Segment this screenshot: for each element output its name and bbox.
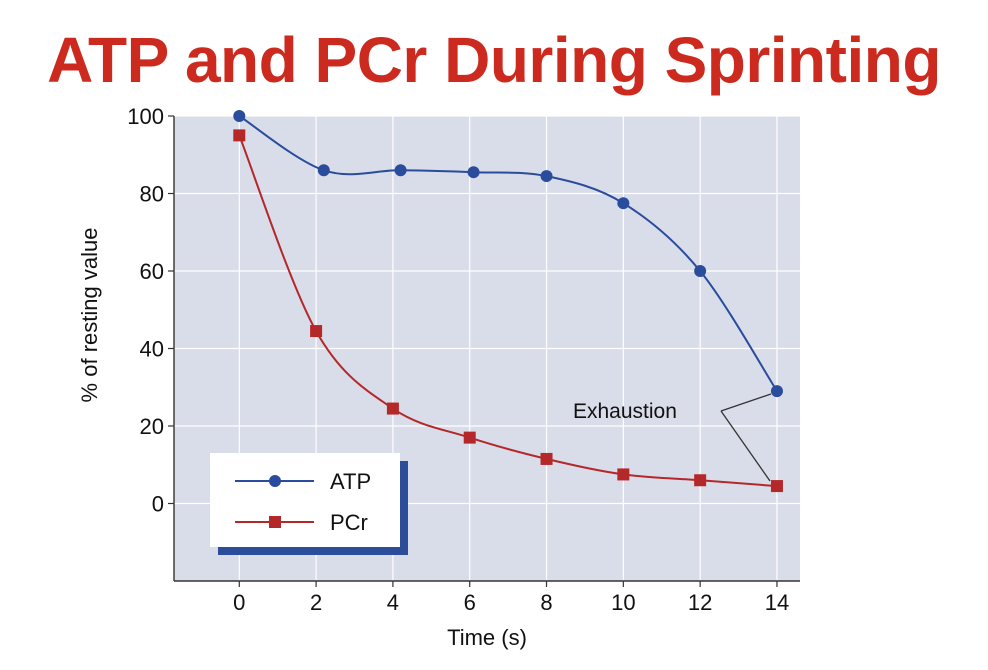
pcr-data-point — [770, 480, 783, 493]
y-tick-label: 80 — [140, 182, 164, 207]
y-tick-label: 60 — [140, 259, 164, 284]
x-axis-label: Time (s) — [447, 625, 527, 650]
x-tick-label: 2 — [310, 590, 322, 615]
y-tick-label: 20 — [140, 414, 164, 439]
atp-data-point — [617, 197, 630, 210]
x-tick-label: 6 — [464, 590, 476, 615]
exhaustion-pointer-pcr — [720, 410, 771, 482]
pcr-data-point — [386, 402, 399, 415]
x-tick-label: 8 — [540, 590, 552, 615]
exhaustion-annotation: Exhaustion — [573, 393, 772, 482]
page-title: ATP and PCr During Sprinting — [47, 24, 941, 96]
legend-atp-label: ATP — [330, 469, 371, 494]
pcr-data-point — [694, 474, 707, 487]
legend-pcr-label: PCr — [330, 510, 368, 535]
x-tick-label: 4 — [387, 590, 399, 615]
atp-data-point — [233, 110, 246, 122]
x-tick-label: 14 — [765, 590, 789, 615]
atp-data-point — [540, 170, 553, 183]
pcr-data-point — [463, 431, 476, 444]
y-tick-label: 40 — [140, 337, 164, 362]
x-tick-label: 10 — [611, 590, 635, 615]
x-tick-label: 12 — [688, 590, 712, 615]
pcr-data-point — [233, 129, 246, 142]
exhaustion-pointer-atp — [720, 393, 772, 412]
pcr-data-point — [540, 452, 553, 465]
pcr-data-point — [310, 325, 323, 338]
y-axis-label: % of resting value — [77, 228, 102, 403]
legend-atp-marker — [269, 475, 281, 487]
atp-data-point — [394, 164, 407, 177]
x-tick-labels: 0 2 4 6 8 10 12 14 — [233, 590, 789, 615]
atp-data-point — [317, 164, 330, 177]
legend-pcr-marker — [269, 516, 281, 528]
atp-data-point — [694, 265, 707, 277]
y-tick-label: 0 — [152, 492, 164, 517]
markers — [233, 110, 783, 493]
exhaustion-label: Exhaustion — [573, 400, 677, 423]
axes — [168, 115, 800, 587]
atp-data-point — [467, 166, 480, 179]
y-tick-labels: 0 20 40 60 80 100 — [127, 104, 164, 517]
atp-data-point — [770, 385, 783, 398]
x-tick-label: 0 — [233, 590, 245, 615]
pcr-data-point — [617, 468, 630, 481]
legend-box — [210, 453, 400, 547]
y-tick-label: 100 — [127, 104, 164, 129]
legend: ATP PCr — [210, 453, 408, 555]
grid — [174, 115, 800, 581]
